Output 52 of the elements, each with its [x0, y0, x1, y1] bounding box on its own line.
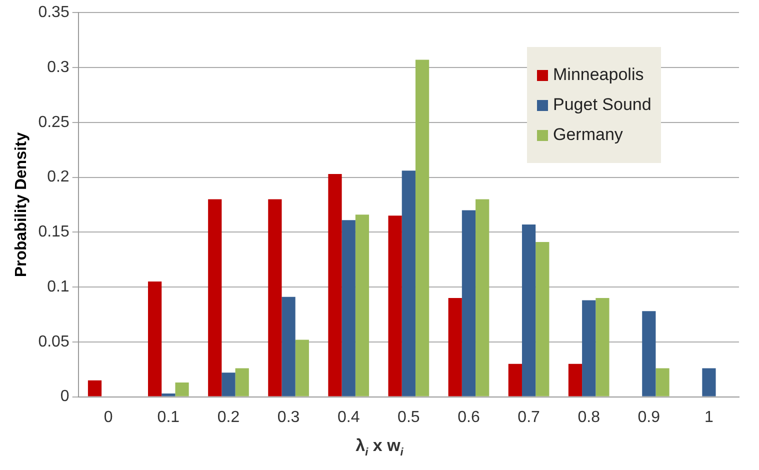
y-tick-label: 0.2: [47, 168, 70, 186]
y-tick-label: 0.25: [38, 114, 70, 131]
x-tick-label: 0.9: [638, 408, 660, 426]
x-tick-label: 0: [104, 408, 113, 426]
bar: [355, 214, 370, 396]
bar: [208, 199, 222, 396]
y-tick-label: 0: [60, 388, 70, 406]
y-tick-label: 0.1: [47, 278, 70, 296]
legend-label: Minneapolis: [553, 65, 644, 85]
x-tick-label: 0.6: [458, 408, 480, 426]
bar: [175, 382, 189, 396]
bar: [448, 298, 462, 396]
bar: [388, 216, 402, 396]
bar: [148, 282, 162, 396]
bar: [476, 199, 490, 396]
bar: [402, 170, 416, 396]
bar: [328, 174, 342, 396]
bar: [415, 60, 430, 396]
x-tick-label: 0.5: [398, 408, 420, 426]
bar: [162, 394, 176, 396]
legend-label: Puget Sound: [553, 95, 652, 115]
x-axis-title: λ$_{i}$ x w$_{i}$: [354, 436, 404, 458]
bar: [295, 340, 309, 396]
legend-label: Germany: [553, 125, 623, 145]
bar: [536, 242, 550, 396]
bar: [462, 210, 476, 396]
bar: [522, 224, 536, 396]
bar: [642, 311, 656, 396]
x-tick-label: 0.3: [277, 408, 300, 426]
bar: [222, 372, 236, 396]
bar: [342, 220, 356, 396]
bar: [282, 296, 296, 396]
bar: [268, 199, 282, 396]
bar: [235, 368, 249, 396]
bar: [656, 368, 670, 396]
bar: [596, 298, 610, 396]
bar: [568, 364, 582, 396]
x-tick-label: 0.7: [518, 408, 540, 426]
bar: [582, 300, 596, 396]
y-tick-label: 0.35: [38, 4, 70, 22]
x-tick-label: 1: [704, 408, 714, 426]
y-axis-title: Probability Density: [13, 132, 30, 278]
x-tick-label: 0.4: [337, 408, 360, 426]
y-tick-label: 0.3: [47, 58, 70, 76]
y-tick-label: 0.15: [38, 224, 70, 241]
bar: [88, 380, 102, 396]
y-tick-label: 0.05: [38, 333, 70, 350]
x-tick-label: 0.8: [578, 408, 600, 426]
bar: [702, 368, 716, 396]
x-tick-label: 0.1: [157, 408, 180, 426]
bar: [508, 364, 522, 396]
x-tick-label: 0.2: [217, 408, 240, 426]
